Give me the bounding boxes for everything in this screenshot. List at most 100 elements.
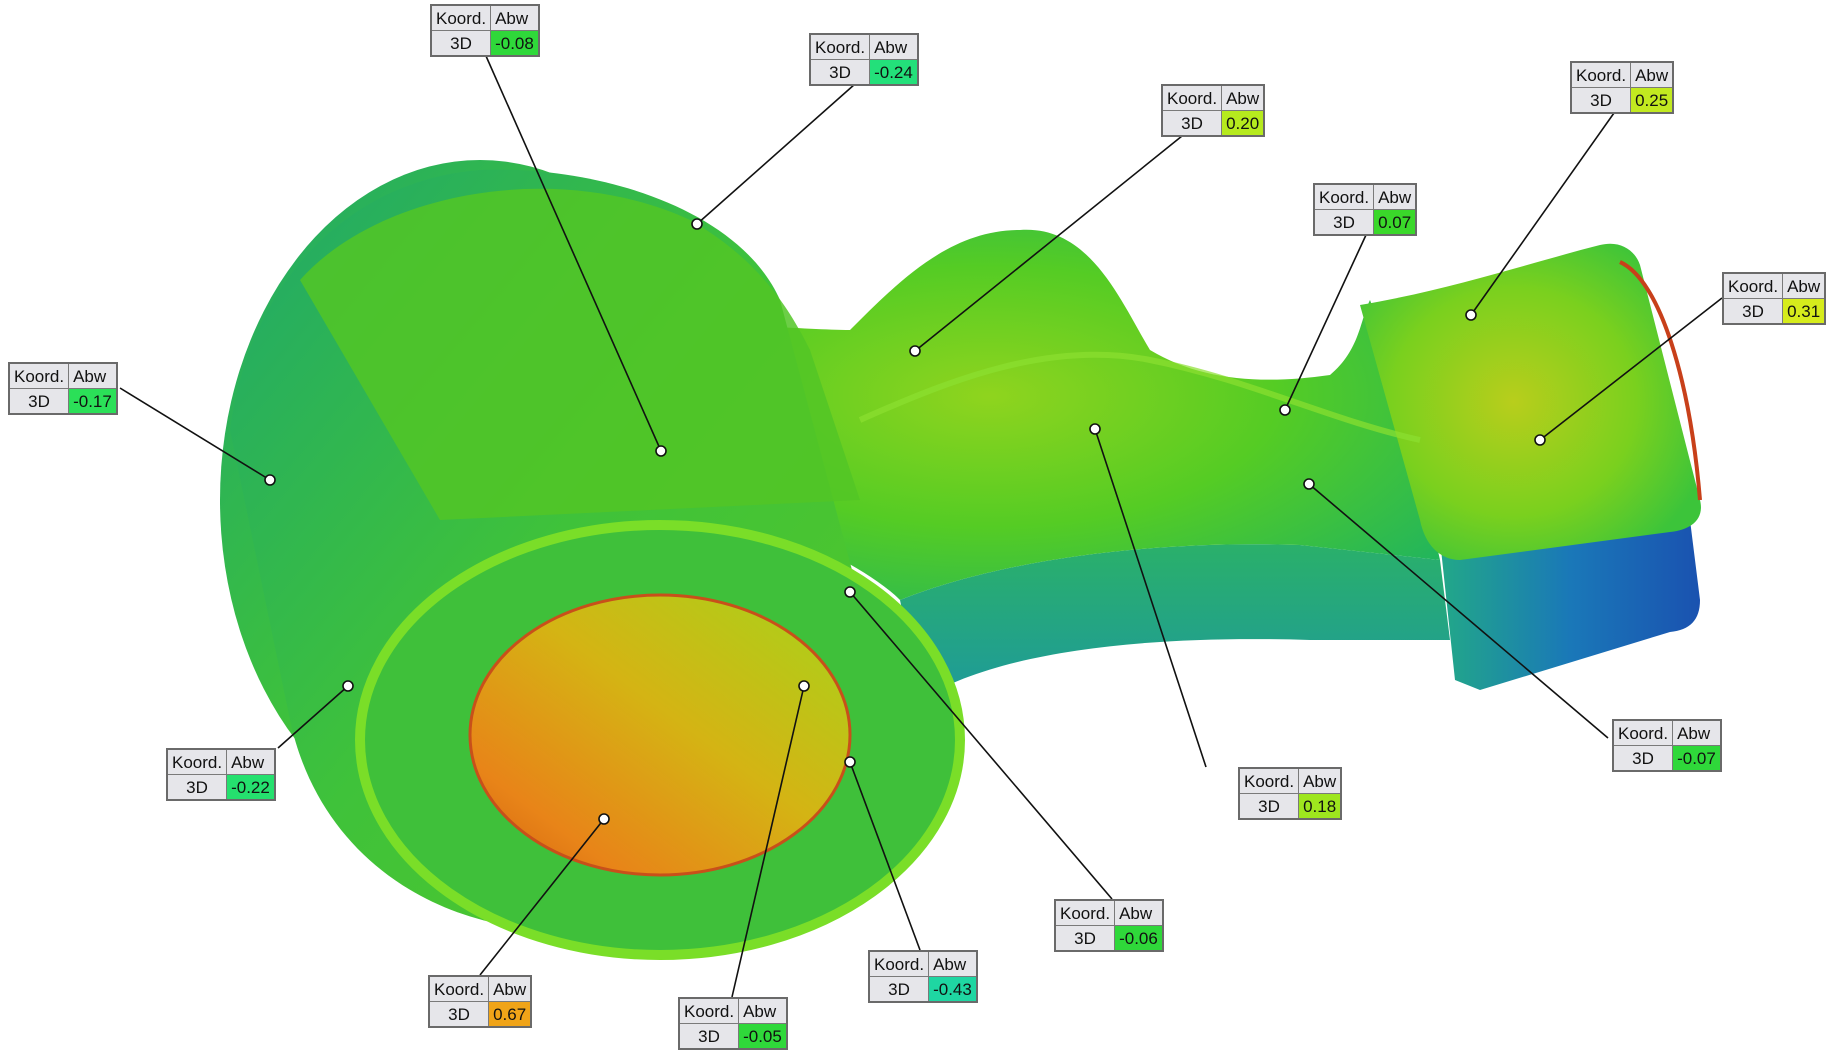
axis-label: 3D (1570, 87, 1632, 114)
coord-header: Koord. (1313, 183, 1375, 210)
coord-header: Koord. (428, 975, 490, 1002)
axis-label: 3D (678, 1023, 740, 1050)
deviation-value: 0.20 (1221, 110, 1265, 137)
callout-c11[interactable]: Koord. Abw 3D -0.06 (1054, 899, 1164, 952)
deviation-value: 0.07 (1373, 209, 1417, 236)
coord-header: Koord. (1238, 767, 1300, 794)
deviation-header: Abw (738, 997, 788, 1024)
deviation-header: Abw (1672, 719, 1722, 746)
coord-header: Koord. (1570, 61, 1632, 88)
deviation-value: 0.31 (1782, 298, 1826, 325)
coord-header: Koord. (1054, 899, 1116, 926)
measurement-point-c9[interactable] (1303, 478, 1315, 490)
deviation-value: -0.17 (68, 388, 118, 415)
measurement-point-c12[interactable] (844, 756, 856, 768)
axis-label: 3D (868, 976, 930, 1003)
callout-c12[interactable]: Koord. Abw 3D -0.43 (868, 950, 978, 1003)
measurement-points (264, 218, 1546, 825)
measurement-point-c8[interactable] (342, 680, 354, 692)
measurement-point-c13[interactable] (598, 813, 610, 825)
callout-c13[interactable]: Koord. Abw 3D 0.67 (428, 975, 533, 1028)
measurement-point-c2[interactable] (691, 218, 703, 230)
coord-header: Koord. (1612, 719, 1674, 746)
measurement-point-c1[interactable] (655, 445, 667, 457)
leader-line-c7 (119, 387, 271, 481)
deviation-header: Abw (869, 33, 919, 60)
callout-c9[interactable]: Koord. Abw 3D -0.07 (1612, 719, 1722, 772)
measurement-point-c3[interactable] (909, 345, 921, 357)
callout-c1[interactable]: Koord. Abw 3D -0.08 (430, 4, 540, 57)
leader-line-c13 (479, 818, 605, 976)
deviation-value: 0.67 (488, 1001, 532, 1028)
deviation-header: Abw (1298, 767, 1342, 794)
axis-label: 3D (1238, 793, 1300, 820)
coord-header: Koord. (678, 997, 740, 1024)
axis-label: 3D (1313, 209, 1375, 236)
deviation-value: -0.07 (1672, 745, 1722, 772)
measurement-point-c14[interactable] (798, 680, 810, 692)
coord-header: Koord. (430, 4, 492, 31)
axis-label: 3D (1722, 298, 1784, 325)
deviation-value: -0.06 (1114, 925, 1164, 952)
measurement-point-c6[interactable] (1534, 434, 1546, 446)
coord-header: Koord. (166, 748, 228, 775)
leader-line-c2 (696, 83, 856, 225)
leader-lines (119, 55, 1723, 998)
deviation-header: Abw (68, 362, 118, 389)
measurement-point-c10[interactable] (1089, 423, 1101, 435)
callout-c2[interactable]: Koord. Abw 3D -0.24 (809, 33, 919, 86)
coord-header: Koord. (809, 33, 871, 60)
axis-label: 3D (430, 30, 492, 57)
axis-label: 3D (8, 388, 70, 415)
leader-line-c12 (849, 761, 921, 951)
deviation-value: -0.24 (869, 59, 919, 86)
deviation-header: Abw (1630, 61, 1674, 88)
leader-line-c10 (1094, 428, 1207, 768)
leader-line-c3 (914, 135, 1183, 352)
callout-c6[interactable]: Koord. Abw 3D 0.31 (1722, 272, 1827, 325)
deviation-header: Abw (488, 975, 532, 1002)
measurement-point-c5[interactable] (1465, 309, 1477, 321)
deviation-value: -0.05 (738, 1023, 788, 1050)
leader-line-c6 (1539, 297, 1723, 441)
leader-line-c4 (1284, 234, 1367, 411)
deviation-header: Abw (1114, 899, 1164, 926)
callout-c3[interactable]: Koord. Abw 3D 0.20 (1161, 84, 1266, 137)
callout-c4[interactable]: Koord. Abw 3D 0.07 (1313, 183, 1418, 236)
axis-label: 3D (1054, 925, 1116, 952)
callout-c8[interactable]: Koord. Abw 3D -0.22 (166, 748, 276, 801)
axis-label: 3D (809, 59, 871, 86)
leader-line-c9 (1308, 483, 1609, 739)
callout-c5[interactable]: Koord. Abw 3D 0.25 (1570, 61, 1675, 114)
axis-label: 3D (1161, 110, 1223, 137)
deviation-header: Abw (490, 4, 540, 31)
axis-label: 3D (1612, 745, 1674, 772)
axis-label: 3D (428, 1001, 490, 1028)
leader-line-c1 (485, 55, 662, 452)
deviation-header: Abw (226, 748, 276, 775)
coord-header: Koord. (868, 950, 930, 977)
deviation-header: Abw (1373, 183, 1417, 210)
callout-c10[interactable]: Koord. Abw 3D 0.18 (1238, 767, 1343, 820)
callout-c7[interactable]: Koord. Abw 3D -0.17 (8, 362, 118, 415)
callout-c14[interactable]: Koord. Abw 3D -0.05 (678, 997, 788, 1050)
measurement-point-c11[interactable] (844, 586, 856, 598)
deviation-value: -0.22 (226, 774, 276, 801)
leader-line-c11 (849, 591, 1113, 900)
deviation-header: Abw (928, 950, 978, 977)
leader-line-c14 (731, 685, 805, 998)
coord-header: Koord. (1722, 272, 1784, 299)
leader-line-c8 (277, 685, 349, 749)
axis-label: 3D (166, 774, 228, 801)
deviation-value: -0.43 (928, 976, 978, 1003)
deviation-value: 0.18 (1298, 793, 1342, 820)
deviation-value: 0.25 (1630, 87, 1674, 114)
leader-line-c5 (1470, 112, 1615, 316)
coord-header: Koord. (8, 362, 70, 389)
measurement-point-c4[interactable] (1279, 404, 1291, 416)
measurement-point-c7[interactable] (264, 474, 276, 486)
deviation-header: Abw (1221, 84, 1265, 111)
deviation-header: Abw (1782, 272, 1826, 299)
